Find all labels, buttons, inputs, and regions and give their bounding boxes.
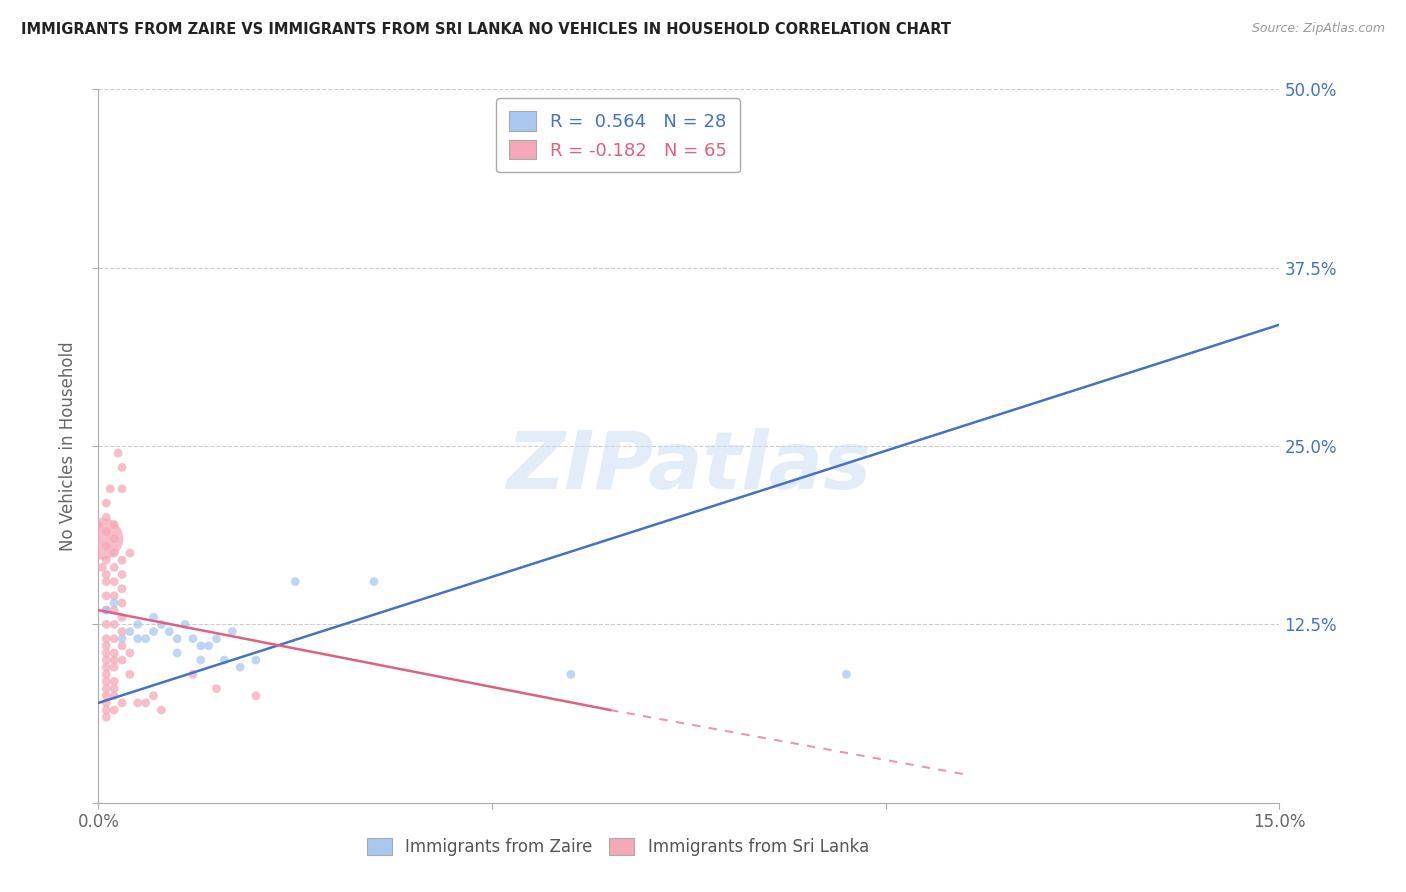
Point (96, 617, 118, 632)
Point (245, 653, 267, 667)
Point (560, 667, 582, 681)
Point (142, 610, 165, 624)
Text: ZIPatlas: ZIPatlas (506, 428, 872, 507)
Point (103, 603, 125, 617)
Point (96, 589, 118, 603)
Point (96, 681, 118, 696)
Point (190, 639, 212, 653)
Point (205, 681, 228, 696)
Point (96, 539, 118, 553)
Point (103, 653, 125, 667)
Point (96, 574, 118, 589)
Point (181, 632, 204, 646)
Point (363, 574, 385, 589)
Point (96, 632, 118, 646)
Point (118, 646, 141, 660)
Point (96, 696, 118, 710)
Point (111, 553, 134, 567)
Point (103, 560, 125, 574)
Point (103, 703, 125, 717)
Point (103, 674, 125, 689)
Point (103, 646, 125, 660)
Point (96, 653, 118, 667)
Point (96, 510, 118, 524)
Point (96, 603, 118, 617)
Point (111, 460, 134, 475)
Point (166, 646, 188, 660)
Point (111, 596, 134, 610)
Point (103, 596, 125, 610)
Point (111, 632, 134, 646)
Point (96, 689, 118, 703)
Point (87, 517, 110, 532)
Point (103, 617, 125, 632)
Point (150, 703, 173, 717)
Point (96, 496, 118, 510)
Point (127, 617, 149, 632)
Point (214, 653, 236, 667)
Point (284, 574, 307, 589)
Point (96, 567, 118, 582)
Point (118, 624, 141, 639)
Point (96, 674, 118, 689)
Point (190, 653, 212, 667)
Point (103, 517, 125, 532)
Point (103, 574, 125, 589)
Point (142, 689, 165, 703)
Legend: Immigrants from Zaire, Immigrants from Sri Lanka: Immigrants from Zaire, Immigrants from S… (357, 828, 879, 866)
Point (96, 603, 118, 617)
Point (103, 589, 125, 603)
Point (103, 532, 125, 546)
Point (127, 696, 149, 710)
Point (103, 660, 125, 674)
Point (96, 553, 118, 567)
Point (142, 624, 165, 639)
Point (245, 689, 267, 703)
Point (103, 632, 125, 646)
Point (111, 624, 134, 639)
Point (91, 532, 114, 546)
Text: Source: ZipAtlas.com: Source: ZipAtlas.com (1251, 22, 1385, 36)
Point (98, 482, 121, 496)
Point (107, 446, 129, 460)
Point (96, 646, 118, 660)
Point (118, 546, 141, 560)
Point (111, 610, 134, 624)
Y-axis label: No Vehicles in Household: No Vehicles in Household (59, 341, 77, 551)
Point (835, 667, 858, 681)
Point (96, 667, 118, 681)
Point (111, 482, 134, 496)
Point (111, 653, 134, 667)
Point (150, 617, 173, 632)
Point (91, 560, 114, 574)
Point (205, 632, 228, 646)
Point (135, 696, 157, 710)
Point (111, 582, 134, 596)
Point (135, 632, 157, 646)
Point (221, 624, 243, 639)
Point (197, 639, 219, 653)
Point (181, 667, 204, 681)
Point (103, 689, 125, 703)
Point (229, 660, 252, 674)
Point (96, 660, 118, 674)
Point (127, 632, 149, 646)
Point (166, 632, 188, 646)
Point (103, 681, 125, 696)
Point (96, 703, 118, 717)
Point (174, 617, 197, 632)
Point (103, 546, 125, 560)
Point (118, 667, 141, 681)
Text: IMMIGRANTS FROM ZAIRE VS IMMIGRANTS FROM SRI LANKA NO VEHICLES IN HOUSEHOLD CORR: IMMIGRANTS FROM ZAIRE VS IMMIGRANTS FROM… (21, 22, 950, 37)
Point (96, 524, 118, 539)
Point (678, 132, 700, 146)
Point (111, 639, 134, 653)
Point (111, 567, 134, 582)
Point (96, 710, 118, 724)
Point (157, 624, 180, 639)
Point (111, 696, 134, 710)
Point (96, 639, 118, 653)
